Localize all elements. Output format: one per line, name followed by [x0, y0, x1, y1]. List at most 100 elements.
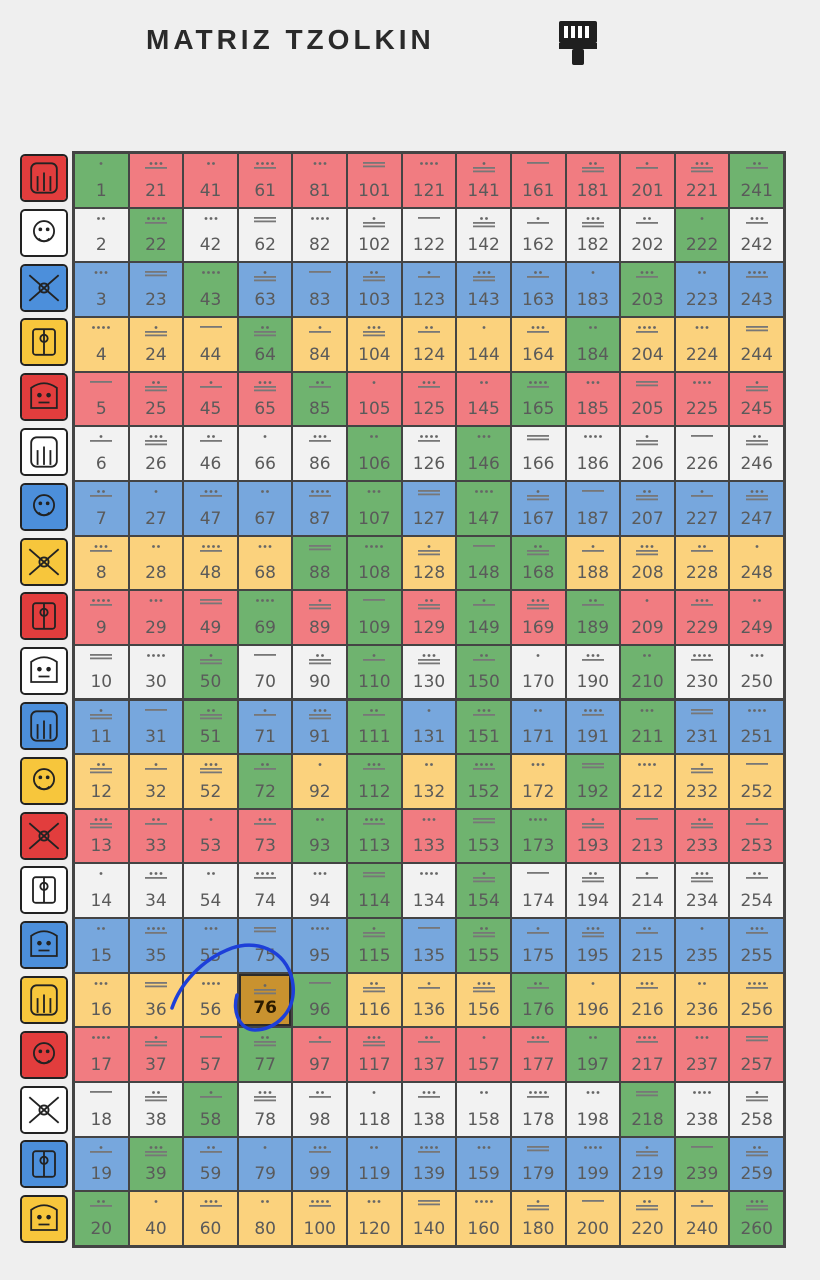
kin-cell[interactable]: 249 — [730, 591, 783, 644]
kin-cell[interactable]: 155 — [457, 919, 510, 972]
kin-cell[interactable]: 214 — [621, 864, 674, 918]
kin-cell[interactable]: 220 — [621, 1192, 674, 1245]
kin-cell[interactable]: 235 — [675, 919, 729, 972]
kin-cell[interactable]: 101 — [348, 154, 401, 207]
selected-kin-cell[interactable]: 76 — [238, 973, 292, 1027]
kin-cell[interactable]: 251 — [730, 700, 783, 754]
kin-cell[interactable]: 163 — [511, 263, 565, 316]
kin-cell[interactable]: 148 — [457, 536, 510, 590]
kin-cell[interactable]: 205 — [621, 372, 674, 426]
kin-cell[interactable]: 180 — [511, 1192, 565, 1245]
kin-cell[interactable]: 94 — [293, 864, 347, 918]
kin-cell[interactable]: 9 — [75, 591, 128, 644]
kin-cell[interactable]: 158 — [457, 1083, 510, 1136]
kin-cell[interactable]: 260 — [730, 1192, 783, 1245]
kin-cell[interactable]: 221 — [675, 154, 729, 207]
kin-cell[interactable]: 159 — [457, 1137, 510, 1191]
kin-cell[interactable]: 129 — [402, 591, 456, 644]
kin-cell[interactable]: 131 — [402, 700, 456, 754]
kin-cell[interactable]: 39 — [129, 1137, 183, 1191]
kin-cell[interactable]: 16 — [75, 973, 128, 1027]
kin-cell[interactable]: 173 — [511, 809, 565, 863]
kin-cell[interactable]: 244 — [730, 317, 783, 371]
kin-cell[interactable]: 92 — [293, 755, 347, 808]
kin-cell[interactable]: 250 — [730, 645, 783, 699]
kin-cell[interactable]: 160 — [457, 1192, 510, 1245]
kin-cell[interactable]: 234 — [675, 864, 729, 918]
kin-cell[interactable]: 162 — [511, 208, 565, 262]
kin-cell[interactable]: 80 — [238, 1192, 292, 1245]
kin-cell[interactable]: 91 — [293, 700, 347, 754]
kin-cell[interactable]: 240 — [675, 1192, 729, 1245]
kin-cell[interactable]: 132 — [402, 755, 456, 808]
kin-cell[interactable]: 242 — [730, 208, 783, 262]
kin-cell[interactable]: 186 — [566, 427, 620, 480]
kin-cell[interactable]: 139 — [402, 1137, 456, 1191]
kin-cell[interactable]: 229 — [675, 591, 729, 644]
kin-cell[interactable]: 253 — [730, 809, 783, 863]
kin-cell[interactable]: 147 — [457, 481, 510, 535]
kin-cell[interactable]: 58 — [184, 1083, 237, 1136]
kin-cell[interactable]: 71 — [238, 700, 292, 754]
kin-cell[interactable]: 185 — [566, 372, 620, 426]
kin-cell[interactable]: 118 — [348, 1083, 401, 1136]
kin-cell[interactable]: 86 — [293, 427, 347, 480]
kin-cell[interactable]: 138 — [402, 1083, 456, 1136]
kin-cell[interactable]: 209 — [621, 591, 674, 644]
kin-cell[interactable]: 217 — [621, 1028, 674, 1082]
kin-cell[interactable]: 137 — [402, 1028, 456, 1082]
kin-cell[interactable]: 227 — [675, 481, 729, 535]
kin-cell[interactable]: 141 — [457, 154, 510, 207]
kin-cell[interactable]: 164 — [511, 317, 565, 371]
kin-cell[interactable]: 215 — [621, 919, 674, 972]
kin-cell[interactable]: 43 — [184, 263, 237, 316]
kin-cell[interactable]: 256 — [730, 973, 783, 1027]
kin-cell[interactable]: 187 — [566, 481, 620, 535]
kin-cell[interactable]: 107 — [348, 481, 401, 535]
kin-cell[interactable]: 202 — [621, 208, 674, 262]
kin-cell[interactable]: 245 — [730, 372, 783, 426]
kin-cell[interactable]: 81 — [293, 154, 347, 207]
kin-cell[interactable]: 161 — [511, 154, 565, 207]
kin-cell[interactable]: 29 — [129, 591, 183, 644]
kin-cell[interactable]: 223 — [675, 263, 729, 316]
kin-cell[interactable]: 34 — [129, 864, 183, 918]
kin-cell[interactable]: 200 — [566, 1192, 620, 1245]
kin-cell[interactable]: 259 — [730, 1137, 783, 1191]
kin-cell[interactable]: 60 — [184, 1192, 237, 1245]
kin-cell[interactable]: 8 — [75, 536, 128, 590]
kin-cell[interactable]: 150 — [457, 645, 510, 699]
kin-cell[interactable]: 219 — [621, 1137, 674, 1191]
kin-cell[interactable]: 10 — [75, 645, 128, 699]
kin-cell[interactable]: 85 — [293, 372, 347, 426]
kin-cell[interactable]: 48 — [184, 536, 237, 590]
kin-cell[interactable]: 104 — [348, 317, 401, 371]
kin-cell[interactable]: 178 — [511, 1083, 565, 1136]
kin-cell[interactable]: 22 — [129, 208, 183, 262]
kin-cell[interactable]: 59 — [184, 1137, 237, 1191]
kin-cell[interactable]: 196 — [566, 973, 620, 1027]
kin-cell[interactable]: 213 — [621, 809, 674, 863]
kin-cell[interactable]: 145 — [457, 372, 510, 426]
kin-cell[interactable]: 142 — [457, 208, 510, 262]
kin-cell[interactable]: 83 — [293, 263, 347, 316]
kin-cell[interactable]: 231 — [675, 700, 729, 754]
kin-cell[interactable]: 146 — [457, 427, 510, 480]
kin-cell[interactable]: 154 — [457, 864, 510, 918]
kin-cell[interactable]: 95 — [293, 919, 347, 972]
kin-cell[interactable]: 157 — [457, 1028, 510, 1082]
kin-cell[interactable]: 126 — [402, 427, 456, 480]
kin-cell[interactable]: 171 — [511, 700, 565, 754]
kin-cell[interactable]: 127 — [402, 481, 456, 535]
kin-cell[interactable]: 211 — [621, 700, 674, 754]
kin-cell[interactable]: 183 — [566, 263, 620, 316]
kin-cell[interactable]: 181 — [566, 154, 620, 207]
kin-cell[interactable]: 190 — [566, 645, 620, 699]
kin-cell[interactable]: 88 — [293, 536, 347, 590]
kin-cell[interactable]: 197 — [566, 1028, 620, 1082]
kin-cell[interactable]: 191 — [566, 700, 620, 754]
kin-cell[interactable]: 53 — [184, 809, 237, 863]
kin-cell[interactable]: 133 — [402, 809, 456, 863]
kin-cell[interactable]: 117 — [348, 1028, 401, 1082]
kin-cell[interactable]: 26 — [129, 427, 183, 480]
